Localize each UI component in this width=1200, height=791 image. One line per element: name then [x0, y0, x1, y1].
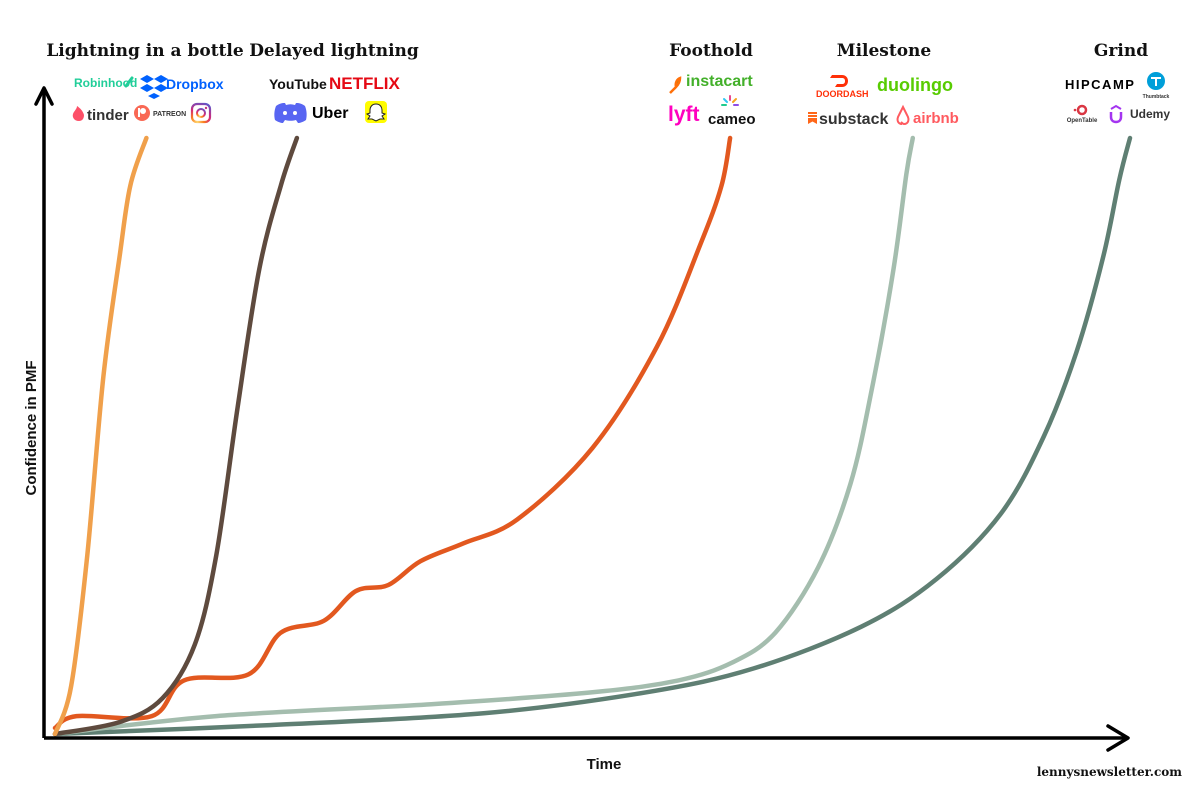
duolingo-logo: duolingo	[877, 75, 953, 95]
y-axis	[34, 86, 54, 738]
svg-text:Uber: Uber	[312, 105, 348, 122]
opentable-logo: OpenTable	[1067, 104, 1098, 124]
svg-text:tinder: tinder	[87, 107, 129, 124]
robinhood-logo: Robinhood	[74, 76, 137, 90]
doordash-logo: DOORDASH	[816, 75, 869, 99]
svg-text:lyft: lyft	[668, 103, 700, 126]
instacart-logo: instacart	[669, 73, 753, 94]
hipcamp-logo: HIPCAMP	[1065, 77, 1135, 92]
substack-logo: substack	[808, 111, 888, 128]
svg-text:cameo: cameo	[708, 111, 756, 128]
x-axis-label: Time	[587, 756, 622, 773]
discord-logo	[274, 103, 307, 123]
svg-text:Robinhood: Robinhood	[74, 76, 137, 90]
svg-text:DOORDASH: DOORDASH	[816, 89, 869, 99]
svg-text:HIPCAMP: HIPCAMP	[1065, 77, 1135, 92]
svg-text:instacart: instacart	[686, 73, 753, 90]
patreon-logo: PATREON	[134, 105, 186, 121]
svg-text:Dropbox: Dropbox	[166, 76, 224, 92]
netflix-logo: NETFLIX	[329, 74, 400, 93]
curve-delayed-lightning	[52, 135, 300, 737]
uber-logo: Uber	[312, 105, 348, 122]
lyft-logo: lyft	[668, 103, 700, 126]
curve-grind	[52, 135, 1133, 737]
snapchat-logo	[365, 101, 387, 123]
svg-text:PATREON: PATREON	[153, 111, 186, 118]
dropbox-logo: Dropbox	[140, 75, 224, 99]
airbnb-logo: airbnb	[896, 104, 959, 127]
svg-text:Thumbtack: Thumbtack	[1143, 94, 1170, 100]
curves-layer	[52, 135, 1133, 737]
instagram-logo	[190, 102, 212, 124]
curve-foothold	[52, 135, 733, 731]
category-title-delayed: Delayed lightning	[249, 41, 419, 61]
tinder-logo: tinder	[72, 106, 129, 124]
credit-text: lennysnewsletter.com	[1037, 765, 1182, 779]
svg-text:NETFLIX: NETFLIX	[329, 74, 400, 93]
svg-text:duolingo: duolingo	[877, 75, 953, 95]
svg-text:Udemy: Udemy	[1130, 107, 1170, 121]
youtube-logo: YouTube	[269, 76, 327, 92]
curve-lightning-in-a-bottle	[52, 135, 149, 737]
svg-text:YouTube: YouTube	[269, 76, 327, 92]
category-title-milestone: Milestone	[837, 41, 932, 61]
udemy-logo: Udemy	[1109, 104, 1170, 124]
thumbtack-logo: Thumbtack	[1143, 72, 1170, 100]
svg-text:substack: substack	[819, 111, 888, 128]
svg-text:OpenTable: OpenTable	[1067, 118, 1098, 124]
category-title-foothold: Foothold	[669, 41, 753, 61]
x-axis	[44, 724, 1130, 752]
cameo-logo: cameo	[708, 95, 756, 128]
y-axis-label: Confidence in PMF	[23, 361, 40, 496]
curve-milestone	[52, 135, 916, 737]
category-title-lightning: Lightning in a bottle	[46, 41, 244, 61]
category-title-grind: Grind	[1094, 41, 1148, 61]
svg-text:airbnb: airbnb	[913, 110, 959, 127]
